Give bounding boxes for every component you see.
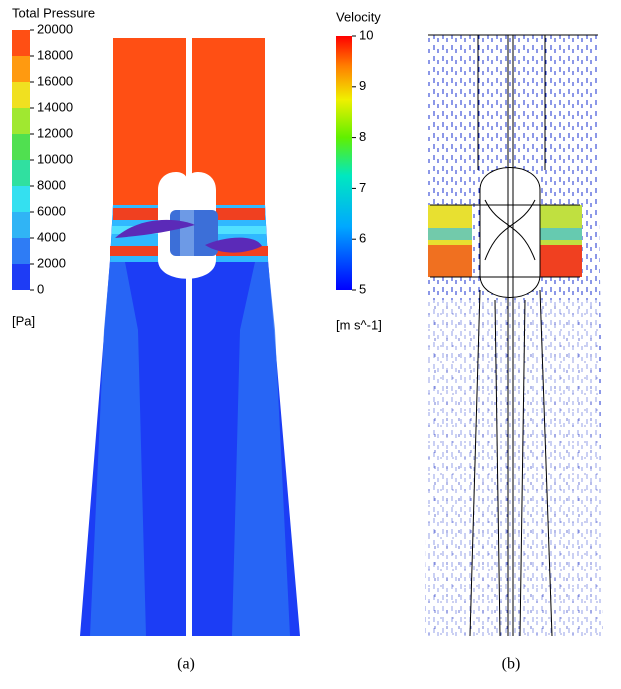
panel-caption: (a) [177, 656, 195, 673]
colorbar-tick-label: 12000 [37, 125, 73, 140]
colorbar-unit: [m s^-1] [336, 317, 382, 332]
colorbar-tick-label: 20000 [37, 21, 73, 36]
colorbar-tick-label: 9 [359, 78, 366, 93]
colorbar-tick-label: 5 [359, 281, 366, 296]
colorbar-tick-label: 16000 [37, 73, 73, 88]
pressure-contour [80, 38, 300, 638]
colorbar-tick-label: 8000 [37, 177, 66, 192]
colorbar-title: Total Pressure [12, 5, 95, 20]
colorbar-tick-label: 2000 [37, 255, 66, 270]
colorbar-tick-label: 10000 [37, 151, 73, 166]
colorbar-band [12, 30, 30, 56]
colorbar-tick-label: 6000 [37, 203, 66, 218]
colorbar-tick-label: 7 [359, 180, 366, 195]
colorbar-unit: [Pa] [12, 313, 35, 328]
colorbar-tick-label: 6 [359, 231, 366, 246]
colorbar-band [12, 56, 30, 82]
colorbar-band [12, 134, 30, 160]
colorbar-tick-label: 14000 [37, 99, 73, 114]
colorbar-tick-label: 18000 [37, 47, 73, 62]
colorbar-tick-label: 8 [359, 129, 366, 144]
colorbar-band [12, 82, 30, 108]
colorbar-tick-label: 0 [37, 281, 44, 296]
colorbar-band [12, 108, 30, 134]
colorbar-band [12, 212, 30, 238]
velocity-vectors [425, 35, 603, 636]
colorbar-band [12, 238, 30, 264]
colorbar-band [12, 160, 30, 186]
colorbar-band [12, 264, 30, 290]
figure: Total Pressure 0 2000 4000 6000 8000 10000 1200… [0, 0, 621, 684]
colorbar-gradient [336, 36, 352, 290]
colorbar-title: Velocity [336, 9, 381, 24]
panel-caption: (b) [502, 656, 521, 673]
colorbar-tick-label: 4000 [37, 229, 66, 244]
colorbar-tick-label: 10 [359, 27, 373, 42]
colorbar-band [12, 186, 30, 212]
